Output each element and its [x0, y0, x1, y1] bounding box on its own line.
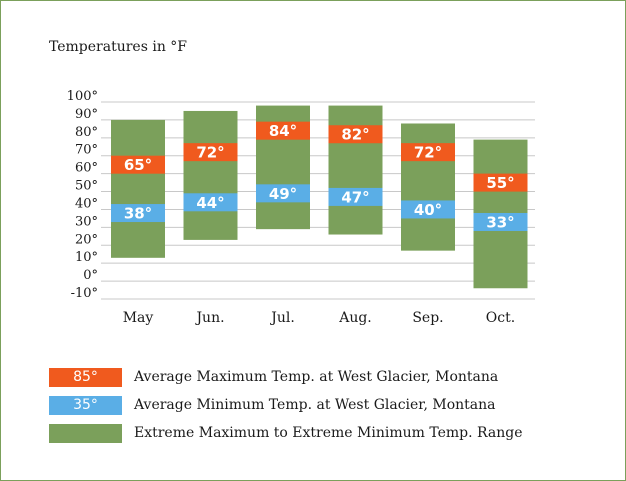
x-category-label: Jun.	[194, 310, 224, 326]
y-tick-label: 90°	[75, 107, 98, 122]
avg-max-label: 55°	[486, 174, 514, 192]
avg-min-label: 38°	[124, 205, 152, 223]
y-tick-label: -10°	[71, 286, 98, 301]
avg-min-label: 33°	[486, 213, 514, 231]
avg-min-band	[256, 184, 310, 203]
legend-swatch-avg-max: 85°	[49, 367, 122, 387]
legend-item-avg-min: 35° Average Minimum Temp. at West Glacie…	[49, 395, 495, 415]
x-category-label: Jul.	[269, 310, 295, 326]
avg-min-band	[401, 200, 455, 219]
range-bar	[183, 110, 238, 240]
y-tick-label: 80°	[75, 125, 98, 140]
legend-label-avg-max: Average Maximum Temp. at West Glacier, M…	[134, 369, 499, 385]
y-tick-label: 10°	[75, 250, 98, 265]
chart-title: Temperatures in °F	[49, 39, 188, 55]
avg-max-label: 72°	[196, 144, 224, 162]
y-tick-label: 50°	[75, 179, 98, 194]
avg-max-band	[473, 173, 528, 192]
avg-min-label: 44°	[196, 194, 224, 212]
avg-max-band	[328, 125, 383, 144]
legend-label-avg-min: Average Minimum Temp. at West Glacier, M…	[134, 397, 496, 413]
avg-min-label: 40°	[414, 201, 442, 219]
x-category-label: Oct.	[486, 310, 515, 326]
legend-swatch-avg-min: 35°	[49, 395, 122, 415]
avg-max-label: 72°	[414, 144, 442, 162]
x-category-label: May	[123, 310, 154, 326]
y-tick-label: 100°	[67, 89, 98, 104]
avg-max-label: 82°	[341, 126, 369, 144]
y-tick-label: 60°	[75, 161, 98, 176]
avg-min-band	[473, 212, 528, 231]
avg-max-band	[401, 143, 455, 162]
y-tick-label: 0°	[83, 268, 98, 283]
avg-min-band	[328, 187, 383, 206]
y-tick-label: 20°	[75, 232, 98, 247]
avg-max-band	[256, 121, 310, 140]
avg-min-band	[183, 193, 238, 212]
y-tick-label: 40°	[75, 196, 98, 211]
y-tick-label: 30°	[75, 214, 98, 229]
x-category-label: Sep.	[412, 310, 443, 326]
y-tick-label: 70°	[75, 143, 98, 158]
avg-min-label: 47°	[341, 188, 369, 206]
legend-swatch-range	[49, 423, 122, 443]
x-category-label: Aug.	[338, 310, 372, 326]
avg-max-label: 65°	[124, 156, 152, 174]
avg-max-band	[111, 155, 165, 174]
avg-max-label: 84°	[269, 122, 297, 140]
avg-max-band	[183, 143, 238, 162]
avg-min-label: 49°	[269, 185, 297, 203]
legend-item-avg-max: 85° Average Maximum Temp. at West Glacie…	[49, 367, 498, 387]
avg-min-band	[111, 204, 165, 223]
legend-label-range: Extreme Maximum to Extreme Minimum Temp.…	[134, 425, 523, 441]
range-bar	[111, 119, 165, 258]
legend-item-range: Extreme Maximum to Extreme Minimum Temp.…	[49, 423, 523, 443]
range-bar	[401, 123, 455, 251]
